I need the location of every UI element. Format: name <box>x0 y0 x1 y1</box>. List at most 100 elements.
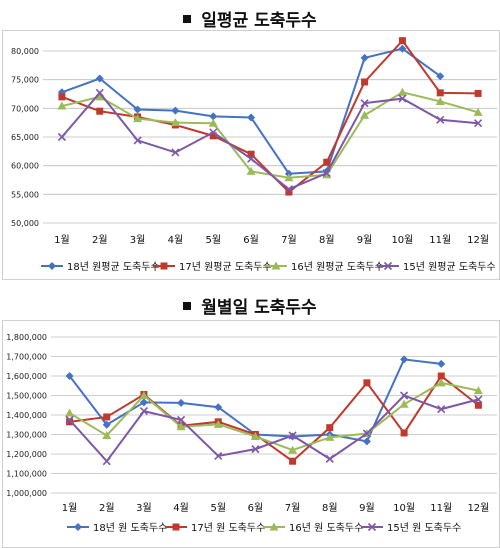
data-point <box>322 169 331 178</box>
data-point <box>363 379 371 387</box>
legend-marker <box>383 261 393 271</box>
data-point <box>360 99 369 108</box>
data-point <box>436 378 446 387</box>
data-point <box>133 105 142 114</box>
data-point <box>360 53 369 62</box>
data-point-stroke <box>102 457 111 466</box>
data-point-stroke <box>95 88 104 97</box>
x-tick-label: 3월 <box>130 234 146 246</box>
x-tick-label: 6월 <box>248 502 264 514</box>
data-point-stroke <box>436 115 445 124</box>
x-tick-label: 7월 <box>281 234 297 246</box>
data-point <box>139 398 148 407</box>
x-tick-label: 11월 <box>430 502 452 514</box>
x-tick-label: 9월 <box>357 234 373 246</box>
data-point <box>214 403 223 412</box>
data-point <box>362 437 371 446</box>
legend-label: 17년 원 도축두수 <box>191 522 265 534</box>
y-tick-label: 1,500,000 <box>6 392 47 401</box>
data-point <box>96 107 104 115</box>
title-bullet-icon <box>183 15 192 23</box>
data-point <box>435 96 445 105</box>
series-line-4 <box>68 394 479 463</box>
x-tick-label: 7월 <box>285 502 301 514</box>
x-tick-label: 11월 <box>429 234 451 246</box>
data-point <box>247 154 256 163</box>
data-point <box>133 136 142 145</box>
legend-label: 15년 원 도축두수 <box>387 522 461 534</box>
data-point <box>66 418 74 426</box>
series-line-1 <box>68 358 442 443</box>
data-point <box>326 424 334 432</box>
x-tick-label: 8월 <box>322 502 338 514</box>
legend-label: 16년 원평균 도축두수 <box>291 261 384 273</box>
data-point <box>171 106 180 115</box>
data-point-stroke <box>284 185 293 194</box>
chart1-title: 일평균 도축두수 <box>0 6 500 31</box>
data-point <box>288 445 298 454</box>
data-point <box>208 118 218 127</box>
y-tick-label: 1,800,000 <box>6 333 47 342</box>
chart1-svg: 50,000 55,000 60,000 65,000 70,000 75,000 80,0… <box>11 37 497 273</box>
data-point <box>436 89 444 97</box>
data-point <box>171 148 180 157</box>
legend-label: 18년 원 도축두수 <box>93 522 167 534</box>
legend-label: 17년 원평균 도축두수 <box>179 261 272 273</box>
data-point <box>177 398 186 407</box>
data-point <box>398 37 406 45</box>
legend-marker <box>48 262 56 270</box>
data-point <box>285 188 293 196</box>
data-point-stroke <box>247 154 256 163</box>
chart2-title: 월별일 도축두수 <box>0 293 500 318</box>
title-bullet-icon <box>183 302 192 310</box>
y-tick-label: 50,000 <box>11 219 39 228</box>
data-point-stroke <box>437 405 446 414</box>
y-tick-label: 1,100,000 <box>6 470 47 479</box>
y-tick-label: 1,300,000 <box>6 431 47 440</box>
y-tick-label: 80,000 <box>11 47 39 56</box>
data-point <box>473 386 483 395</box>
y-tick-label: 1,000,000 <box>6 489 47 498</box>
data-point <box>176 422 186 431</box>
data-point <box>325 454 334 463</box>
data-point <box>289 457 297 465</box>
data-point-stroke <box>322 169 331 178</box>
data-point-stroke <box>171 148 180 157</box>
x-tick-label: 10월 <box>391 234 413 246</box>
legend-marker <box>160 262 168 270</box>
data-point-stroke <box>325 454 334 463</box>
data-point-stroke <box>133 136 142 145</box>
data-point <box>399 399 409 408</box>
y-tick-label: 1,400,000 <box>6 411 47 420</box>
data-point <box>102 430 112 439</box>
data-point-stroke <box>65 415 74 424</box>
x-tick-label: 3월 <box>136 502 152 514</box>
y-tick-label: 75,000 <box>11 76 39 85</box>
data-point <box>474 395 483 404</box>
data-point <box>170 118 180 127</box>
data-point <box>437 372 445 380</box>
data-point <box>247 113 256 122</box>
legend-marker-stroke <box>383 261 393 271</box>
data-point-stroke <box>251 445 260 454</box>
data-point <box>209 112 218 121</box>
data-point <box>246 166 256 175</box>
x-tick-label: 2월 <box>92 234 108 246</box>
y-tick-label: 1,700,000 <box>6 353 47 362</box>
data-point <box>57 101 67 110</box>
series-line-3 <box>69 381 479 452</box>
x-tick-label: 6월 <box>243 234 259 246</box>
x-tick-label: 8월 <box>319 234 335 246</box>
data-point <box>65 372 74 380</box>
x-tick-label: 4월 <box>173 502 189 514</box>
data-point-stroke <box>360 99 369 108</box>
data-point-stroke <box>288 431 297 440</box>
y-tick-label: 1,200,000 <box>6 450 47 459</box>
data-point <box>250 431 260 440</box>
data-point <box>474 401 482 409</box>
y-tick-label: 55,000 <box>11 190 39 199</box>
legend-marker <box>269 522 279 531</box>
legend-label: 15년 원평균 도축두수 <box>403 261 496 273</box>
data-point <box>400 355 409 364</box>
data-point <box>436 115 445 124</box>
